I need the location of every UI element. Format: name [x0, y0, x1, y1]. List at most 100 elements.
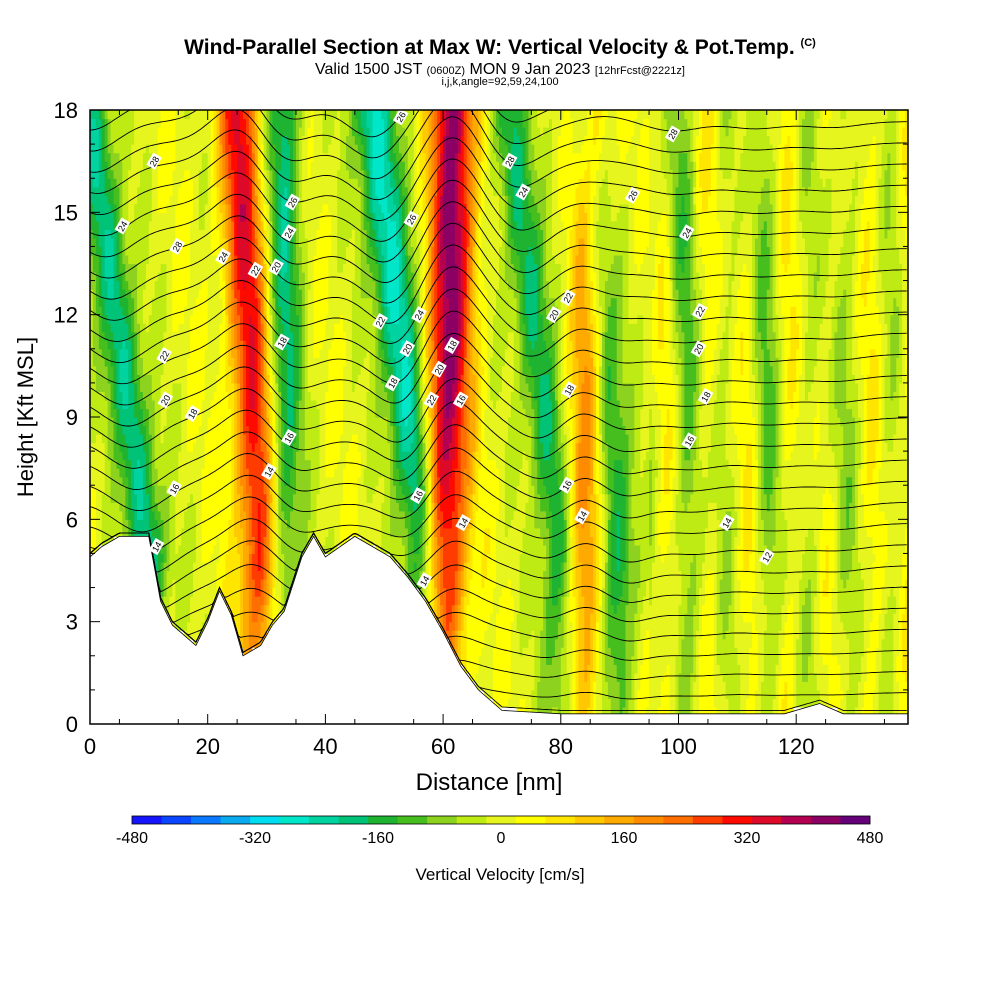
velocity-cell — [148, 118, 153, 128]
velocity-cell — [181, 561, 185, 572]
velocity-cell — [213, 596, 218, 606]
velocity-cell — [222, 579, 226, 589]
velocity-cell — [137, 331, 141, 341]
velocity-cell — [101, 237, 106, 248]
velocity-cell — [278, 297, 282, 307]
velocity-cell — [142, 374, 147, 384]
velocity-cell — [310, 237, 315, 248]
velocity-cell — [95, 417, 100, 427]
velocity-cell — [119, 493, 123, 503]
velocity-cell — [145, 237, 150, 248]
velocity-cell — [175, 272, 179, 282]
velocity-cell — [172, 195, 176, 205]
velocity-cell — [187, 357, 191, 367]
velocity-cell — [210, 229, 215, 239]
velocity-cell — [142, 417, 147, 427]
velocity-cell — [307, 272, 312, 282]
velocity-cell — [90, 127, 94, 137]
velocity-cell — [204, 263, 209, 273]
velocity-cell — [298, 152, 303, 162]
velocity-cell — [225, 399, 229, 410]
velocity-cell — [145, 314, 150, 324]
velocity-cell — [269, 169, 274, 179]
velocity-cell — [207, 519, 212, 529]
velocity-cell — [234, 127, 238, 137]
velocity-cell — [213, 425, 218, 435]
velocity-cell — [145, 246, 150, 256]
velocity-cell — [234, 510, 238, 520]
velocity-cell — [166, 195, 171, 205]
velocity-cell — [260, 621, 265, 631]
velocity-cell — [222, 323, 226, 333]
velocity-cell — [160, 246, 165, 256]
velocity-cell — [275, 195, 279, 205]
velocity-cell — [228, 451, 232, 461]
velocity-cell — [254, 579, 259, 589]
velocity-cell — [104, 502, 109, 512]
velocity-cell — [128, 425, 132, 435]
velocity-cell — [240, 570, 244, 580]
velocity-cell — [128, 348, 132, 358]
velocity-cell — [125, 178, 129, 188]
velocity-cell — [237, 161, 241, 171]
velocity-cell — [287, 468, 291, 478]
velocity-cell — [110, 220, 115, 230]
velocity-cell — [92, 382, 97, 393]
velocity-cell — [110, 118, 115, 128]
velocity-cell — [257, 365, 262, 375]
velocity-cell — [216, 323, 221, 333]
velocity-cell — [95, 203, 100, 213]
velocity-cell — [175, 561, 179, 572]
velocity-cell — [269, 459, 274, 469]
velocity-cell — [257, 519, 262, 529]
velocity-cell — [269, 280, 274, 290]
velocity-cell — [192, 553, 197, 563]
velocity-cell — [284, 118, 288, 128]
velocity-cell — [293, 254, 297, 265]
velocity-cell — [92, 212, 97, 222]
velocity-cell — [278, 399, 282, 410]
velocity-cell — [272, 340, 276, 350]
velocity-cell — [304, 323, 309, 333]
velocity-cell — [237, 272, 241, 282]
velocity-cell — [154, 306, 159, 316]
velocity-cell — [260, 570, 265, 580]
velocity-cell — [195, 365, 200, 375]
velocity-cell — [248, 365, 253, 375]
velocity-cell — [184, 604, 188, 614]
velocity-cell — [213, 246, 218, 256]
velocity-cell — [157, 331, 162, 341]
velocity-cell — [172, 263, 176, 273]
velocity-cell — [281, 365, 285, 375]
velocity-cell — [290, 374, 294, 384]
velocity-cell — [98, 502, 103, 512]
velocity-cell — [192, 289, 197, 299]
velocity-cell — [290, 314, 294, 324]
velocity-cell — [154, 357, 159, 367]
velocity-cell — [260, 459, 265, 469]
velocity-cell — [263, 502, 268, 512]
velocity-cell — [125, 459, 129, 469]
velocity-cell — [181, 493, 185, 503]
velocity-cell — [198, 391, 203, 401]
velocity-cell — [181, 280, 185, 290]
velocity-cell — [313, 169, 318, 179]
velocity-cell — [290, 289, 294, 299]
velocity-cell — [104, 169, 109, 179]
velocity-cell — [298, 374, 303, 384]
velocity-cell — [287, 110, 291, 120]
velocity-cell — [231, 391, 235, 401]
velocity-cell — [287, 144, 291, 154]
velocity-cell — [204, 519, 209, 529]
velocity-cell — [287, 502, 291, 512]
velocity-cell — [295, 544, 300, 555]
velocity-cell — [275, 382, 279, 393]
velocity-cell — [142, 451, 147, 461]
velocity-cell — [234, 280, 238, 290]
velocity-cell — [116, 468, 121, 478]
velocity-cell — [134, 135, 138, 145]
velocity-cell — [287, 272, 291, 282]
velocity-cell — [190, 451, 194, 461]
velocity-cell — [98, 127, 103, 137]
velocity-cell — [219, 135, 224, 145]
